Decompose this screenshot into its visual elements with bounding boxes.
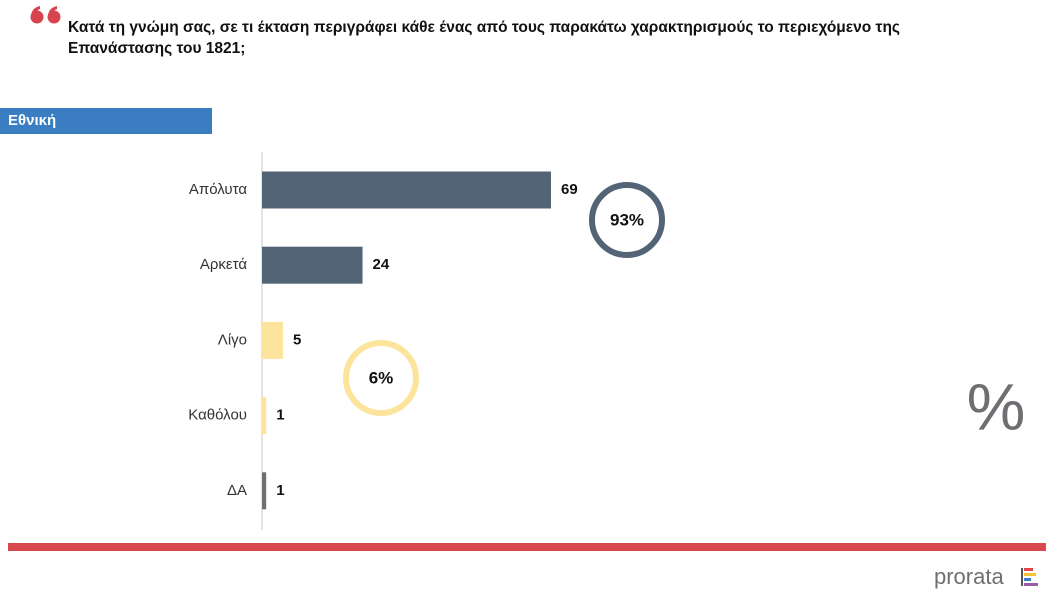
value-label: 1: [276, 482, 284, 499]
category-label: Λίγο: [218, 331, 247, 348]
group-label: 93%: [610, 210, 644, 229]
bar: [262, 171, 551, 209]
category-label: Απόλυτα: [189, 181, 247, 198]
bar: [262, 321, 283, 359]
footer-line: [8, 543, 1046, 551]
quote-icon: [30, 6, 61, 24]
category-label: ΔΑ: [227, 482, 247, 499]
brand-logo: prorata: [934, 564, 1004, 589]
section-label: Εθνική: [8, 112, 56, 129]
group-label: 6%: [369, 368, 394, 387]
category-label: Καθόλου: [188, 407, 247, 424]
value-label: 24: [373, 256, 390, 273]
brand-icon: [1021, 568, 1038, 586]
value-label: 69: [561, 181, 578, 198]
group-circle: [343, 340, 419, 416]
value-label: 1: [276, 407, 284, 424]
bar: [262, 397, 267, 435]
unit-symbol: %: [967, 369, 1026, 443]
group-circle: [589, 182, 665, 258]
value-label: 5: [293, 331, 301, 348]
chart-title: Κατά τη γνώμη σας, σε τι έκταση περιγράφ…: [68, 19, 900, 57]
bar: [262, 472, 267, 510]
section-banner: [0, 108, 212, 134]
category-label: Αρκετά: [200, 256, 247, 273]
bar: [262, 246, 363, 284]
